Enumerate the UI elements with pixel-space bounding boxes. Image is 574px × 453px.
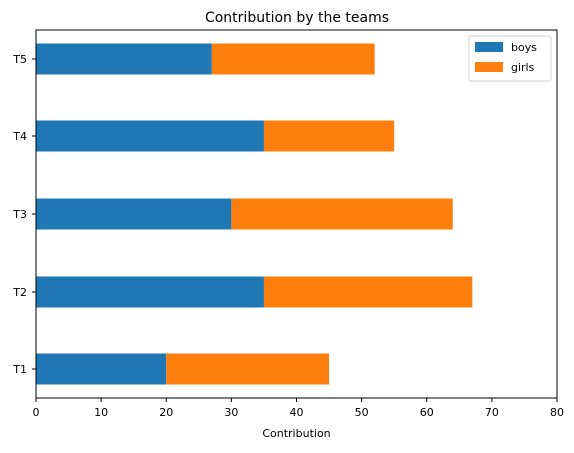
- x-tick-label-20: 20: [159, 406, 173, 419]
- y-tick-label-T2: T2: [12, 286, 27, 299]
- bar-boys-T2: [36, 276, 264, 308]
- legend-swatch-boys: [475, 42, 503, 52]
- y-tick-label-T1: T1: [12, 363, 27, 376]
- x-tick-label-40: 40: [290, 406, 304, 419]
- legend-label-girls: girls: [511, 61, 535, 74]
- x-tick-label-80: 80: [550, 406, 564, 419]
- x-tick-label-50: 50: [355, 406, 369, 419]
- bar-girls-T2: [263, 276, 473, 308]
- x-tick-label-0: 0: [33, 406, 40, 419]
- x-tick-label-60: 60: [420, 406, 434, 419]
- bar-boys-T4: [36, 120, 264, 152]
- bar-girls-T5: [211, 43, 375, 75]
- y-tick-label-T4: T4: [12, 130, 27, 143]
- legend: boys girls: [468, 35, 552, 82]
- chart-title: Contribution by the teams: [205, 10, 389, 26]
- bar-girls-T1: [166, 353, 330, 385]
- y-tick-label-T5: T5: [12, 53, 27, 66]
- bar-girls-T3: [231, 198, 453, 230]
- x-axis-label: Contribution: [262, 427, 330, 440]
- bars-layer: [36, 43, 473, 385]
- bar-boys-T3: [36, 198, 232, 230]
- y-axis-ticks: T1 T2 T3 T4 T5: [12, 53, 36, 376]
- bar-girls-T4: [263, 120, 395, 152]
- y-tick-label-T3: T3: [12, 208, 27, 221]
- x-tick-label-10: 10: [94, 406, 108, 419]
- x-tick-label-30: 30: [224, 406, 238, 419]
- legend-label-boys: boys: [511, 41, 537, 54]
- bar-boys-T5: [36, 43, 212, 75]
- x-axis-ticks: 0 10 20 30 40 50 60 70 80: [33, 398, 564, 419]
- x-tick-label-70: 70: [485, 406, 499, 419]
- bar-boys-T1: [36, 353, 167, 385]
- legend-swatch-girls: [475, 62, 503, 72]
